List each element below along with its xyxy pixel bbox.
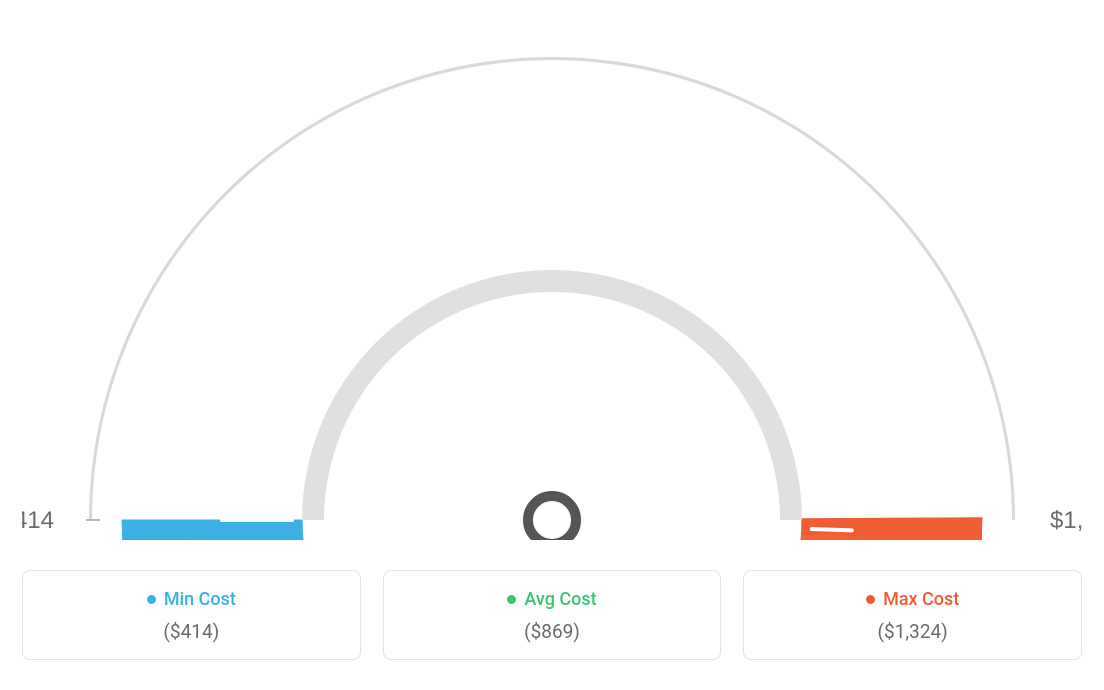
legend-label-max: Max Cost [883,589,959,610]
legend-value-avg: ($869) [394,620,711,643]
legend-row: Min Cost ($414) Avg Cost ($869) Max Cost… [22,570,1082,660]
legend-title-max: Max Cost [866,589,959,610]
legend-label-min: Min Cost [164,589,236,610]
legend-dot-min [147,595,156,604]
legend-title-avg: Avg Cost [507,589,596,610]
legend-dot-avg [507,595,516,604]
legend-card-min: Min Cost ($414) [22,570,361,660]
legend-dot-max [866,595,875,604]
svg-text:$1,324: $1,324 [1050,507,1082,534]
gauge-svg: $414$528$642$869$1,021$1,173$1,324 [22,20,1082,540]
legend-title-min: Min Cost [147,589,236,610]
legend-label-avg: Avg Cost [524,589,596,610]
cost-gauge: $414$528$642$869$1,021$1,173$1,324 [22,20,1082,540]
svg-text:$414: $414 [22,507,54,534]
legend-card-max: Max Cost ($1,324) [743,570,1082,660]
legend-card-avg: Avg Cost ($869) [383,570,722,660]
legend-value-max: ($1,324) [754,620,1071,643]
legend-value-min: ($414) [33,620,350,643]
